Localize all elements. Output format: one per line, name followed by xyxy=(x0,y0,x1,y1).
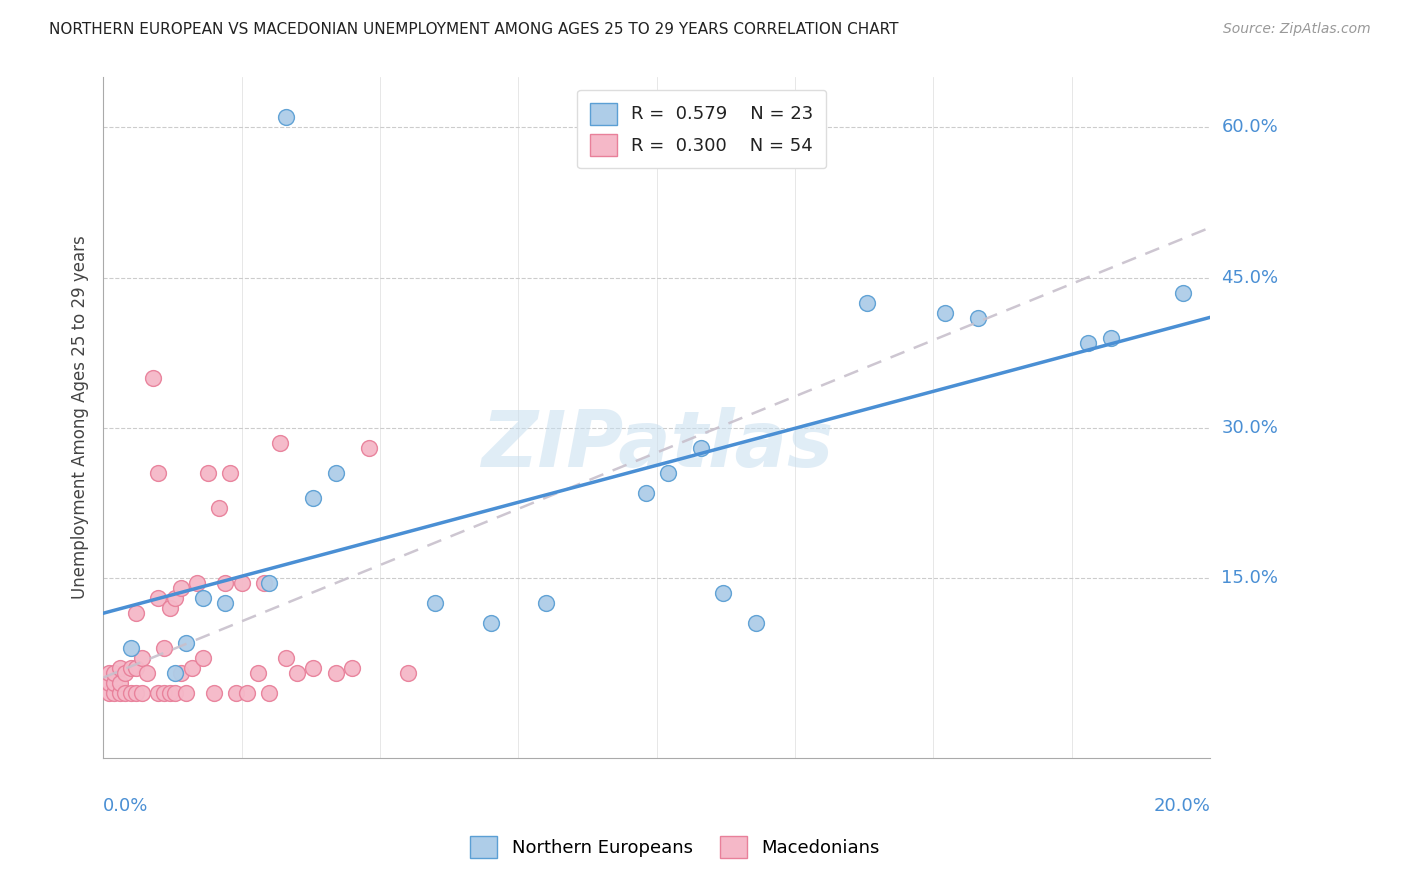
Text: 0.0%: 0.0% xyxy=(103,797,149,814)
Point xyxy=(342,660,364,674)
Point xyxy=(120,660,142,674)
Point xyxy=(208,500,231,515)
Text: 30.0%: 30.0% xyxy=(1222,418,1278,436)
Point xyxy=(236,686,259,700)
Legend: Northern Europeans, Macedonians: Northern Europeans, Macedonians xyxy=(463,829,887,865)
Point xyxy=(108,675,131,690)
Point xyxy=(1171,285,1194,300)
Point xyxy=(114,686,136,700)
Point xyxy=(191,650,214,665)
Point xyxy=(302,491,325,505)
Text: 60.0%: 60.0% xyxy=(1222,119,1278,136)
Point xyxy=(325,466,347,480)
Point xyxy=(231,575,253,590)
Text: ZIPatlas: ZIPatlas xyxy=(481,407,832,483)
Point xyxy=(219,466,242,480)
Point xyxy=(148,686,170,700)
Point xyxy=(225,686,247,700)
Point xyxy=(131,650,153,665)
Point xyxy=(269,435,291,450)
Point xyxy=(159,686,181,700)
Point xyxy=(120,686,142,700)
Point xyxy=(186,575,208,590)
Point xyxy=(247,665,270,680)
Point xyxy=(174,635,197,649)
Point xyxy=(711,585,734,599)
Point xyxy=(165,591,187,605)
Point xyxy=(142,370,165,384)
Point xyxy=(97,665,120,680)
Text: Source: ZipAtlas.com: Source: ZipAtlas.com xyxy=(1223,22,1371,37)
Point xyxy=(125,606,148,620)
Point xyxy=(131,686,153,700)
Point xyxy=(159,600,181,615)
Point xyxy=(97,686,120,700)
Point xyxy=(197,466,219,480)
Point xyxy=(103,686,125,700)
Point xyxy=(136,665,159,680)
Point xyxy=(274,650,297,665)
Point xyxy=(169,665,191,680)
Point xyxy=(153,686,176,700)
Point xyxy=(108,660,131,674)
Point xyxy=(120,640,142,655)
Point xyxy=(108,686,131,700)
Point xyxy=(125,660,148,674)
Text: 15.0%: 15.0% xyxy=(1222,568,1278,587)
Point xyxy=(125,686,148,700)
Text: NORTHERN EUROPEAN VS MACEDONIAN UNEMPLOYMENT AMONG AGES 25 TO 29 YEARS CORRELATI: NORTHERN EUROPEAN VS MACEDONIAN UNEMPLOY… xyxy=(49,22,898,37)
Point xyxy=(97,675,120,690)
Point xyxy=(169,581,191,595)
Point xyxy=(148,466,170,480)
Point xyxy=(302,660,325,674)
Point xyxy=(325,665,347,680)
Point xyxy=(274,111,297,125)
Point xyxy=(479,615,502,630)
Point xyxy=(257,686,280,700)
Point xyxy=(534,596,557,610)
Point xyxy=(357,441,380,455)
Point xyxy=(634,485,657,500)
Point xyxy=(103,665,125,680)
Point xyxy=(114,665,136,680)
Point xyxy=(425,596,447,610)
Text: 20.0%: 20.0% xyxy=(1153,797,1211,814)
Y-axis label: Unemployment Among Ages 25 to 29 years: Unemployment Among Ages 25 to 29 years xyxy=(72,235,89,599)
Point xyxy=(191,591,214,605)
Point xyxy=(165,665,187,680)
Point xyxy=(214,575,236,590)
Point xyxy=(657,466,679,480)
Point xyxy=(1077,335,1099,350)
Point xyxy=(690,441,713,455)
Point xyxy=(253,575,276,590)
Point xyxy=(396,665,419,680)
Point xyxy=(174,686,197,700)
Point xyxy=(745,615,768,630)
Point xyxy=(148,591,170,605)
Point xyxy=(103,675,125,690)
Point xyxy=(856,295,879,310)
Point xyxy=(934,305,956,319)
Point xyxy=(153,640,176,655)
Point xyxy=(257,575,280,590)
Text: 45.0%: 45.0% xyxy=(1222,268,1278,286)
Point xyxy=(1099,330,1122,344)
Point xyxy=(285,665,308,680)
Point xyxy=(966,310,988,325)
Legend: R =  0.579    N = 23, R =  0.300    N = 54: R = 0.579 N = 23, R = 0.300 N = 54 xyxy=(576,90,827,169)
Point xyxy=(180,660,202,674)
Point xyxy=(214,596,236,610)
Point xyxy=(165,686,187,700)
Point xyxy=(202,686,225,700)
